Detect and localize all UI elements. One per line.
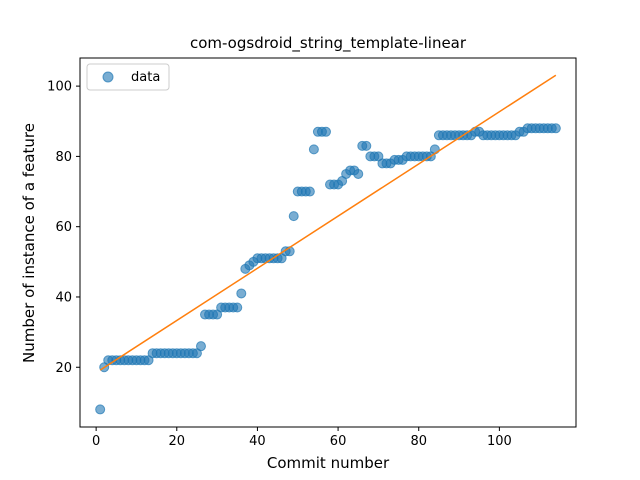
fit-line <box>99 74 557 371</box>
data-point <box>429 144 440 155</box>
data-point <box>550 123 561 134</box>
data-point <box>95 404 106 415</box>
y-axis-label: Number of instance of a feature <box>20 123 38 363</box>
x-axis-ticks: 0 20 40 60 80 100 <box>92 427 512 449</box>
legend-marker <box>102 71 114 83</box>
axes-frame <box>79 57 577 428</box>
data-point <box>288 211 299 222</box>
y-tick-label: 40 <box>55 290 72 305</box>
data-point <box>320 126 331 137</box>
data-point <box>236 288 247 299</box>
legend-label-data: data <box>131 70 160 85</box>
data-point <box>308 144 319 155</box>
y-axis-ticks: 20 40 60 80 100 <box>47 80 80 376</box>
x-tick-label: 100 <box>487 434 512 449</box>
y-tick-label: 80 <box>55 150 72 165</box>
x-tick-label: 40 <box>249 434 266 449</box>
plot-area <box>79 57 577 428</box>
data-point <box>353 168 364 179</box>
chart-title: com-ogsdroid_string_template-linear <box>190 34 467 53</box>
x-tick-label: 0 <box>92 434 100 449</box>
x-tick-label: 60 <box>330 434 347 449</box>
legend-box <box>86 63 170 91</box>
x-tick-label: 80 <box>410 434 427 449</box>
x-axis-label: Commit number <box>267 454 390 472</box>
data-point <box>304 186 315 197</box>
y-tick-label: 60 <box>55 220 72 235</box>
y-tick-label: 100 <box>47 80 72 95</box>
x-tick-label: 20 <box>169 434 186 449</box>
data-point <box>195 341 206 352</box>
legend: data <box>86 63 170 91</box>
data-point <box>232 302 243 313</box>
data-point <box>361 140 372 151</box>
y-tick-label: 20 <box>55 361 72 376</box>
